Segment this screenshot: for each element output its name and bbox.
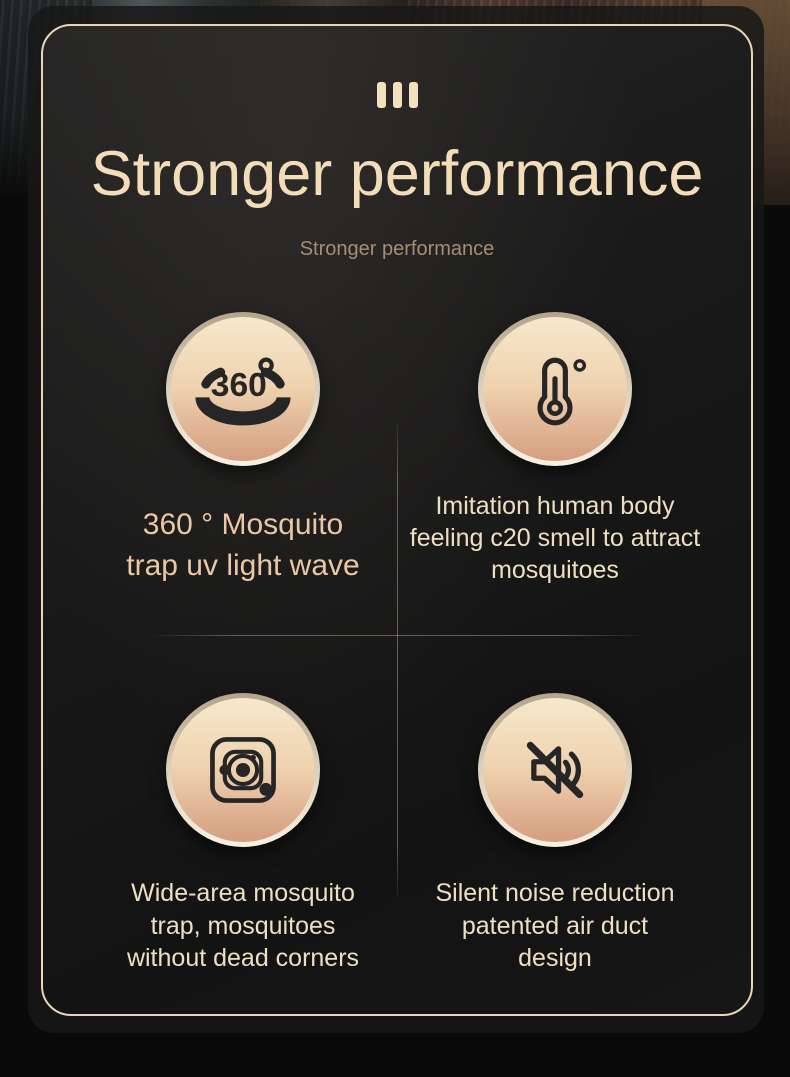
feature-badge-360: 360: [166, 312, 320, 466]
feature-badge-thermometer: [478, 312, 632, 466]
bar-icon: [408, 82, 418, 108]
ring-360-icon: 360: [195, 357, 291, 426]
feature-badge-wide-area: [166, 693, 320, 847]
feature-caption-wide-area: Wide-area mosquito trap, mosquitoes with…: [126, 879, 360, 972]
page-title: Stronger performance: [90, 139, 704, 209]
wide-area-target-icon: [210, 737, 276, 803]
bar-icon: [376, 82, 386, 108]
three-vertical-bars-icon: [43, 82, 751, 108]
feature-card: Stronger performance Stronger performanc…: [41, 24, 753, 1016]
divider-vertical: [397, 416, 398, 904]
page-subtitle: Stronger performance: [299, 238, 495, 260]
feature-caption-360: 360 ° Mosquito trap uv light wave: [126, 508, 360, 583]
mute-speaker-icon: [526, 741, 584, 799]
divider-horizontal: [148, 635, 648, 636]
badge-face: [483, 317, 627, 461]
badge-face: [171, 698, 315, 842]
badge-face: [483, 698, 627, 842]
icon-360-label: 360: [211, 367, 267, 404]
bar-icon: [392, 82, 402, 108]
feature-badge-silent: [478, 693, 632, 847]
badge-face: 360: [171, 317, 315, 461]
thermometer-icon: [537, 357, 587, 426]
feature-caption-silent: Silent noise reduction patented air duct…: [435, 879, 675, 972]
feature-caption-attract: Imitation human body feeling c20 smell t…: [409, 492, 701, 584]
